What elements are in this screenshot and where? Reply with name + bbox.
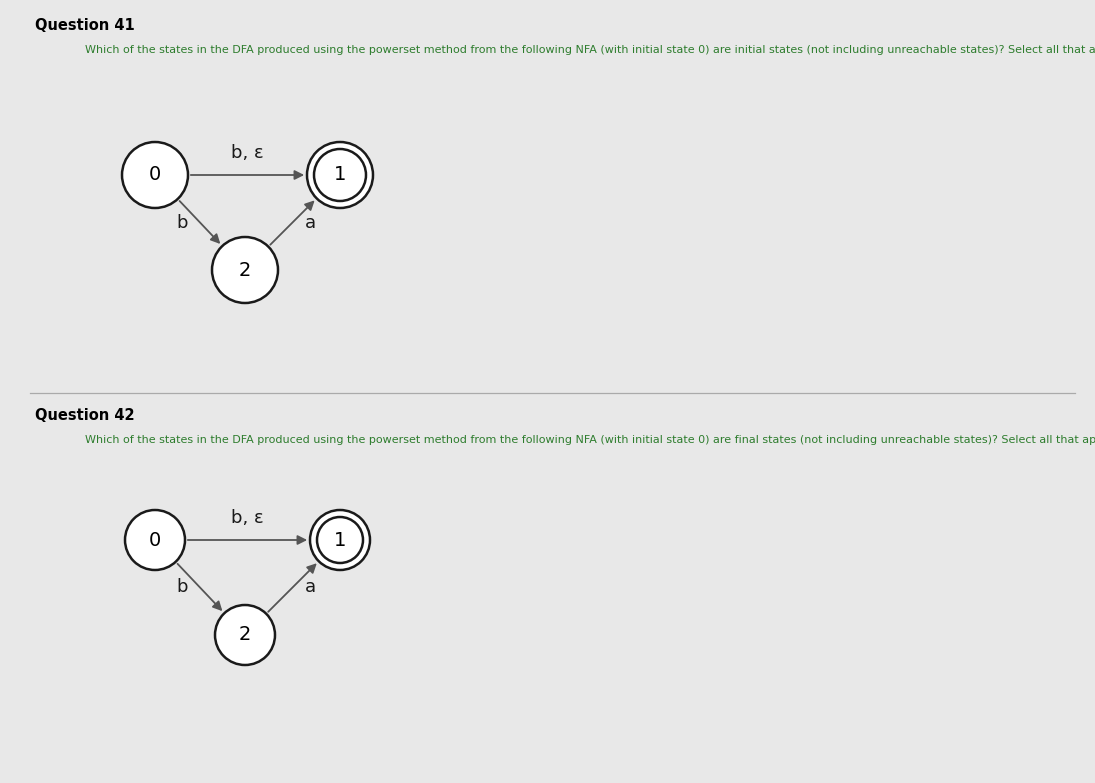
Circle shape [310,510,370,570]
Text: 0: 0 [149,531,161,550]
Text: Which of the states in the DFA produced using the powerset method from the follo: Which of the states in the DFA produced … [85,435,1095,445]
Text: Question 42: Question 42 [35,408,135,423]
Text: 2: 2 [239,626,251,644]
Circle shape [215,605,275,665]
Text: b, ε: b, ε [231,509,264,527]
Text: b: b [176,579,187,597]
Text: Question 41: Question 41 [35,18,135,33]
Text: 1: 1 [334,531,346,550]
Circle shape [125,510,185,570]
Text: b, ε: b, ε [231,144,264,162]
Circle shape [212,237,278,303]
Text: 2: 2 [239,261,251,280]
Text: b: b [176,214,187,232]
Text: a: a [304,579,316,597]
Text: a: a [304,214,316,232]
Circle shape [307,142,373,208]
Text: 0: 0 [149,165,161,185]
Circle shape [122,142,188,208]
Text: Which of the states in the DFA produced using the powerset method from the follo: Which of the states in the DFA produced … [85,45,1095,55]
Text: 1: 1 [334,165,346,185]
